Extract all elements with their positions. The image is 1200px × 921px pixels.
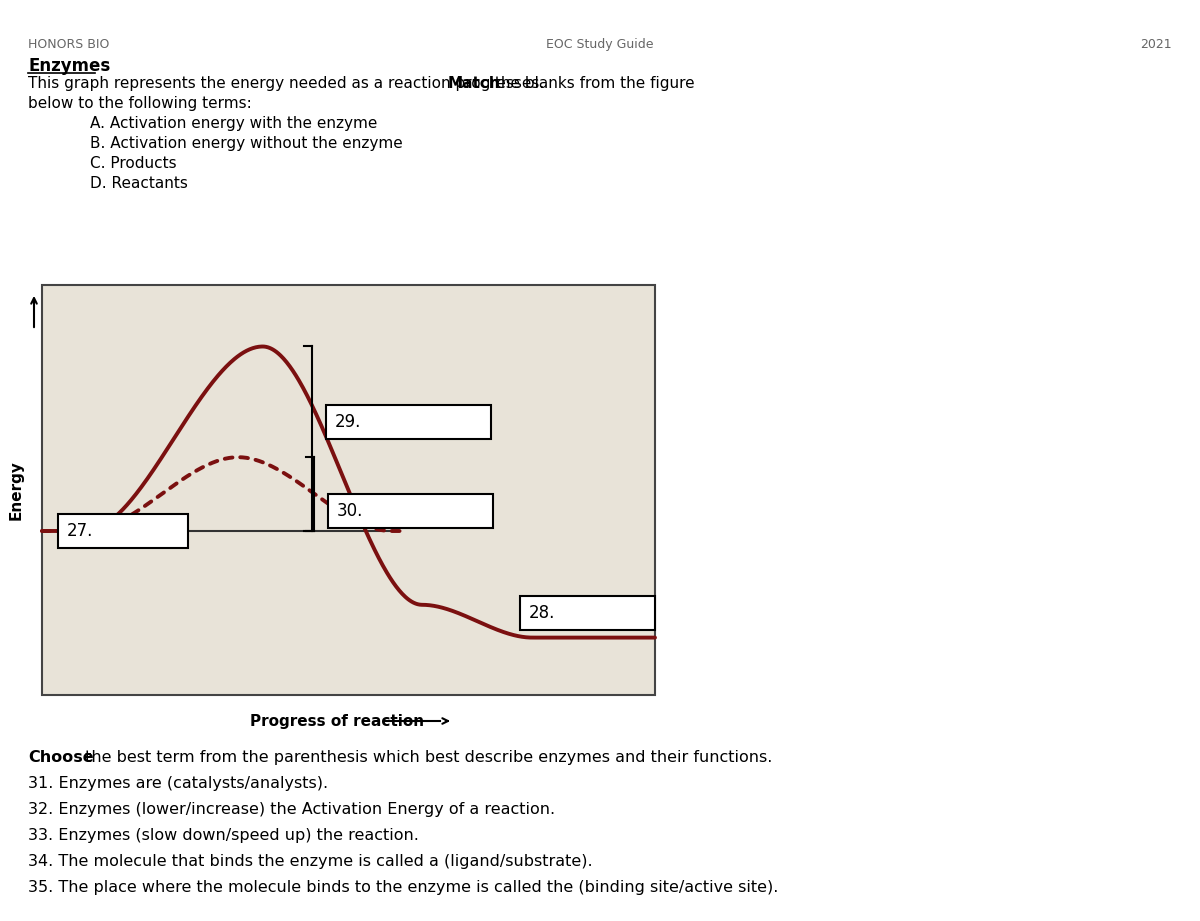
- Text: 27.: 27.: [67, 522, 94, 540]
- Bar: [42, 285, 655, 695]
- Text: 32. Enzymes (lower/increase) the Activation Energy of a reaction.: 32. Enzymes (lower/increase) the Activat…: [28, 802, 556, 817]
- Text: B. Activation energy without the enzyme: B. Activation energy without the enzyme: [90, 136, 403, 151]
- Text: D. Reactants: D. Reactants: [90, 176, 188, 191]
- Text: Progress of reaction: Progress of reaction: [250, 714, 424, 729]
- Bar: [328, 494, 493, 528]
- Text: Energy: Energy: [8, 460, 24, 520]
- Text: EOC Study Guide: EOC Study Guide: [546, 38, 654, 51]
- Bar: [58, 514, 188, 548]
- Text: 35. The place where the molecule binds to the enzyme is called the (binding site: 35. The place where the molecule binds t…: [28, 880, 779, 895]
- Text: the best term from the parenthesis which best describe enzymes and their functio: the best term from the parenthesis which…: [80, 750, 773, 765]
- Text: C. Products: C. Products: [90, 156, 176, 171]
- Text: A. Activation energy with the enzyme: A. Activation energy with the enzyme: [90, 116, 377, 131]
- Text: below to the following terms:: below to the following terms:: [28, 96, 252, 111]
- Text: 28.: 28.: [529, 603, 556, 622]
- Text: 29.: 29.: [335, 413, 361, 431]
- Text: This graph represents the energy needed as a reaction progresses.: This graph represents the energy needed …: [28, 76, 550, 91]
- Text: Enzymes: Enzymes: [28, 57, 110, 75]
- Text: 33. Enzymes (slow down/speed up) the reaction.: 33. Enzymes (slow down/speed up) the rea…: [28, 828, 419, 843]
- Text: HONORS BIO: HONORS BIO: [28, 38, 109, 51]
- Text: 2021: 2021: [1140, 38, 1172, 51]
- Bar: [325, 404, 491, 438]
- Text: Choose: Choose: [28, 750, 94, 765]
- Text: 31. Enzymes are (catalysts/analysts).: 31. Enzymes are (catalysts/analysts).: [28, 776, 328, 791]
- Text: the blanks from the figure: the blanks from the figure: [490, 76, 695, 91]
- Bar: [520, 596, 655, 630]
- Text: 30.: 30.: [337, 502, 364, 520]
- Text: 34. The molecule that binds the enzyme is called a (ligand/substrate).: 34. The molecule that binds the enzyme i…: [28, 854, 593, 869]
- Text: Match: Match: [448, 76, 500, 91]
